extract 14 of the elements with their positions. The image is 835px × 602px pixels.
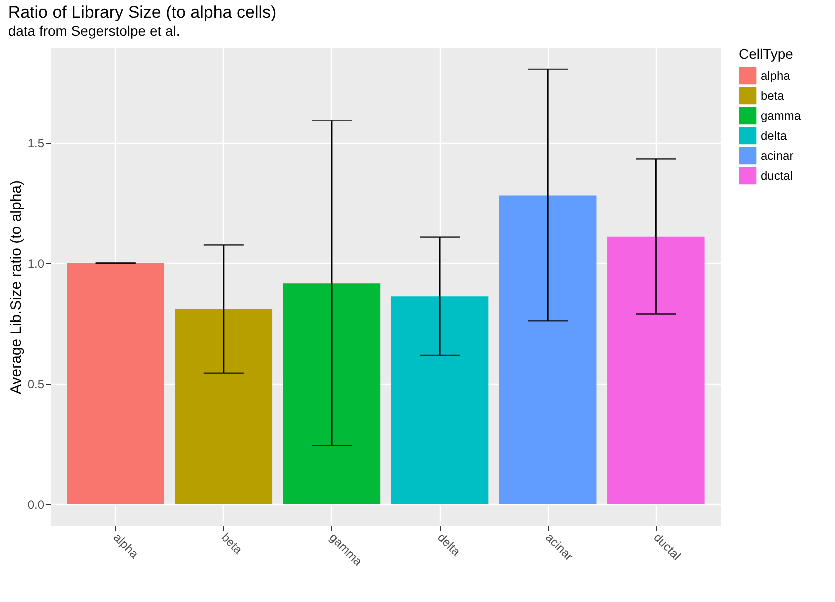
legend-label: delta: [761, 129, 788, 143]
y-tick-label: 1.5: [28, 136, 45, 150]
y-tick-label: 1.0: [28, 256, 45, 271]
y-tick-label: 0.5: [28, 377, 45, 392]
chart-subtitle: data from Segerstolpe et al.: [8, 23, 180, 39]
legend-label: alpha: [761, 69, 791, 83]
y-tick-label: 0.0: [28, 498, 45, 512]
chart-title: Ratio of Library Size (to alpha cells): [8, 3, 277, 22]
legend-label: beta: [761, 89, 785, 103]
legend-title: CellType: [739, 46, 794, 62]
y-axis-title: Average Lib.Size ratio (to alpha): [8, 180, 25, 395]
legend-label: ductal: [761, 169, 794, 183]
legend-label: gamma: [761, 109, 802, 123]
legend-label: acinar: [761, 149, 794, 163]
